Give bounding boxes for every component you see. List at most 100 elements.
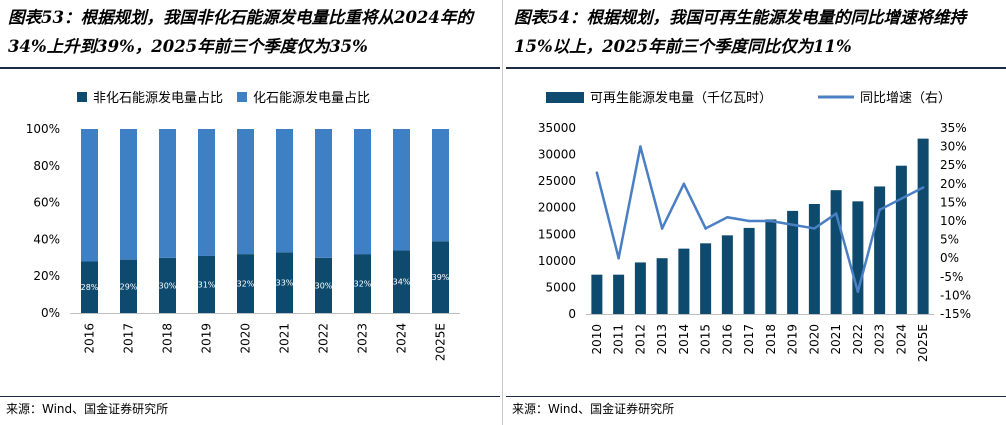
- x-tick-label: 2024: [395, 323, 409, 354]
- source-rule: [0, 396, 500, 397]
- growth-rate-point: [747, 219, 751, 223]
- x-tick-label: 2025E: [434, 323, 448, 361]
- legend-label: 非化石能源发电量占比: [93, 90, 223, 106]
- y-left-tick-label: 15000: [538, 227, 576, 241]
- bar-fossil-share: [315, 129, 332, 258]
- bar-renewable-generation: [678, 248, 690, 314]
- data-label: 31%: [198, 280, 216, 289]
- bar-non-fossil-share: [159, 257, 176, 313]
- bar-fossil-share: [237, 129, 254, 255]
- growth-rate-point: [660, 227, 664, 230]
- bar-fossil-share: [393, 129, 410, 251]
- x-tick-label: 2022: [317, 323, 331, 354]
- x-tick-label: 2012: [633, 324, 647, 355]
- y-tick-label: 0%: [41, 306, 60, 320]
- y-right-tick-label: 10%: [940, 214, 967, 228]
- x-tick-label: 2016: [720, 324, 734, 355]
- growth-rate-point: [878, 208, 881, 212]
- bar-non-fossil-share: [276, 252, 293, 313]
- y-right-tick-label: 30%: [940, 140, 967, 154]
- y-left-tick-label: 10000: [538, 254, 576, 268]
- bar-non-fossil-share: [198, 255, 215, 313]
- data-label: 39%: [432, 273, 450, 282]
- growth-rate-point: [900, 197, 903, 200]
- y-left-tick-label: 30000: [538, 148, 576, 162]
- x-tick-label: 2010: [590, 324, 604, 355]
- x-tick-label: 2019: [200, 323, 214, 354]
- growth-rate-point: [726, 215, 729, 219]
- growth-rate-point: [791, 223, 794, 227]
- bar-non-fossil-share: [120, 259, 137, 313]
- x-tick-label: 2023: [356, 323, 370, 354]
- x-tick-label: 2015: [699, 324, 713, 355]
- legend-swatch: [237, 92, 247, 102]
- growth-rate-point: [856, 290, 860, 293]
- bar-renewable-generation: [917, 138, 929, 314]
- y-right-tick-label: -15%: [940, 307, 971, 321]
- bar-non-fossil-share: [237, 254, 254, 313]
- bar-non-fossil-share: [315, 257, 332, 313]
- bar-fossil-share: [120, 129, 137, 260]
- legend-label: 可再生能源发电量（千亿瓦时）: [590, 90, 772, 106]
- chart-source: 来源：Wind、国金证券研究所: [6, 402, 169, 416]
- growth-rate-point: [595, 171, 599, 174]
- x-tick-label: 2018: [764, 324, 778, 355]
- bar-renewable-generation: [634, 262, 646, 314]
- bar-renewable-generation: [700, 243, 712, 314]
- x-tick-label: 2017: [122, 323, 136, 354]
- bar-renewable-generation: [721, 235, 733, 314]
- chart-panel-54: 图表54：根据规划，我国可再生能源发电量的同比增速将维持15%以上，2025年前…: [506, 0, 1006, 425]
- bar-renewable-generation: [765, 219, 777, 314]
- x-tick-label: 2017: [742, 324, 756, 355]
- y-right-tick-label: 15%: [940, 195, 967, 209]
- bar-renewable-generation: [656, 258, 668, 314]
- x-tick-label: 2018: [161, 323, 175, 354]
- x-tick-label: 2013: [655, 324, 669, 355]
- bar-fossil-share: [276, 129, 293, 253]
- title-rule: [0, 67, 500, 69]
- data-label: 30%: [159, 281, 177, 290]
- y-right-tick-label: 20%: [940, 177, 967, 191]
- y-right-tick-label: 0%: [940, 251, 959, 265]
- y-left-tick-label: 0: [568, 307, 576, 321]
- y-right-tick-label: 25%: [940, 158, 967, 172]
- data-label: 32%: [354, 280, 372, 289]
- x-tick-label: 2011: [612, 324, 626, 355]
- bar-renewable-generation: [808, 203, 820, 314]
- bar-non-fossil-share: [354, 254, 371, 313]
- x-tick-label: 2021: [829, 324, 843, 355]
- data-label: 33%: [276, 279, 294, 288]
- y-left-tick-label: 35000: [538, 121, 576, 135]
- x-tick-label: 2021: [278, 323, 292, 354]
- data-label: 29%: [120, 282, 138, 291]
- bar-fossil-share: [432, 129, 449, 242]
- y-right-tick-label: 35%: [940, 121, 967, 135]
- bar-renewable-generation: [787, 210, 799, 314]
- growth-rate-line: [595, 145, 924, 293]
- growth-rate-point: [704, 227, 707, 230]
- y-right-tick-label: 5%: [940, 233, 959, 247]
- x-tick-label: 2014: [677, 324, 691, 355]
- bar-renewable-generation: [613, 274, 625, 314]
- source-rule: [506, 396, 1006, 397]
- bar-fossil-share: [354, 129, 371, 255]
- y-tick-label: 20%: [33, 269, 60, 283]
- y-left-tick-label: 20000: [538, 201, 576, 215]
- x-tick-label: 2023: [873, 324, 887, 355]
- x-tick-label: 2025E: [916, 324, 930, 362]
- x-tick-label: 2019: [786, 324, 800, 355]
- bar-fossil-share: [198, 129, 215, 256]
- bar-non-fossil-share: [432, 241, 449, 313]
- stacked-bar-chart: 非化石能源发电量占比 化石能源发电量占比 0% 20% 40% 60% 80% 100% 20…: [26, 90, 460, 361]
- bar-non-fossil-share: [81, 261, 98, 313]
- bar-renewable-generation: [743, 227, 755, 314]
- bar-non-fossil-share: [393, 250, 410, 313]
- bar-renewable-generation: [895, 165, 907, 314]
- y-tick-label: 40%: [33, 232, 60, 246]
- bar-fossil-share: [81, 129, 98, 262]
- bar-renewable-generation: [852, 201, 864, 314]
- legend-swatch-bar: [546, 92, 584, 103]
- growth-rate-point: [834, 212, 838, 215]
- bar-renewable-generation: [591, 274, 603, 314]
- chart-title: 图表54：根据规划，我国可再生能源发电量的同比增速将维持15%以上，2025年前…: [514, 8, 966, 56]
